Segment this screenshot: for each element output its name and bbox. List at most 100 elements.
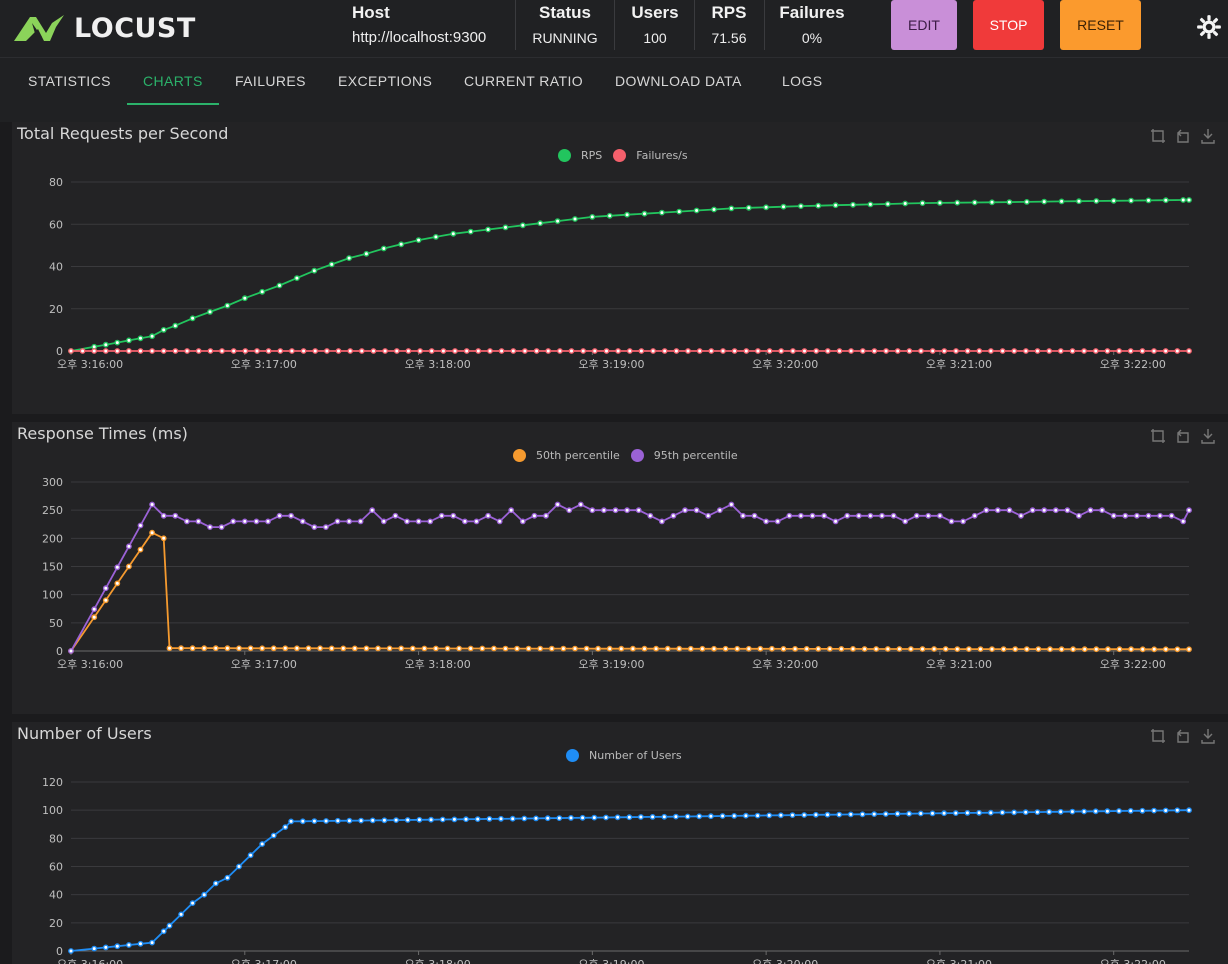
data-point bbox=[1174, 807, 1181, 814]
data-point bbox=[393, 348, 400, 354]
legend-item[interactable]: Number of Users bbox=[566, 749, 682, 762]
data-point bbox=[751, 512, 758, 519]
locust-logo[interactable]: LOCUST bbox=[12, 12, 196, 44]
data-point bbox=[496, 518, 503, 525]
data-point bbox=[612, 507, 619, 514]
data-point bbox=[1081, 646, 1088, 653]
data-point bbox=[606, 645, 613, 652]
data-point bbox=[259, 841, 266, 847]
data-point bbox=[160, 928, 167, 935]
data-point bbox=[172, 322, 179, 329]
chart-toolbox bbox=[1150, 428, 1216, 444]
data-point bbox=[1151, 646, 1158, 653]
data-point bbox=[801, 812, 808, 818]
locust-logo-icon bbox=[14, 14, 64, 41]
data-point bbox=[1006, 507, 1013, 514]
data-point bbox=[137, 348, 144, 354]
data-point bbox=[440, 348, 447, 354]
download-icon[interactable] bbox=[1200, 728, 1216, 744]
data-point bbox=[1104, 348, 1111, 354]
legend-dot bbox=[558, 149, 571, 162]
download-icon[interactable] bbox=[1200, 128, 1216, 144]
data-point bbox=[421, 645, 428, 652]
data-point bbox=[728, 205, 735, 212]
data-point bbox=[149, 939, 156, 946]
data-point bbox=[276, 512, 283, 519]
data-point bbox=[137, 522, 144, 529]
zoom-icon[interactable] bbox=[1150, 428, 1166, 444]
data-point bbox=[1145, 512, 1152, 519]
edit-button[interactable]: EDIT bbox=[891, 0, 957, 50]
data-point bbox=[861, 646, 868, 652]
data-point bbox=[386, 645, 393, 652]
tab-charts[interactable]: CHARTS bbox=[143, 73, 203, 89]
data-point bbox=[603, 348, 610, 354]
y-tick-label: 50 bbox=[49, 617, 63, 630]
theme-toggle-icon[interactable] bbox=[1196, 14, 1222, 40]
data-point bbox=[247, 645, 254, 652]
data-point bbox=[1104, 808, 1111, 815]
data-point bbox=[580, 348, 587, 354]
data-point bbox=[763, 204, 769, 211]
tab-logs[interactable]: LOGS bbox=[782, 73, 823, 89]
legend-item[interactable]: 50th percentile bbox=[513, 449, 620, 462]
chart-canvas[interactable]: 300 250 200 150 100 50 0오후 3:16:00 오후 3:17:00 오후… bbox=[12, 422, 1228, 714]
chart-canvas[interactable]: 120 100 80 60 40 20 0오후 3:16:00 오후 3:17:00 오후 3:… bbox=[12, 722, 1228, 964]
data-point bbox=[189, 645, 196, 652]
reset-button[interactable]: RESET bbox=[1060, 0, 1141, 50]
legend-dot bbox=[613, 149, 627, 162]
tab-failures[interactable]: FAILURES bbox=[235, 73, 306, 89]
data-point bbox=[589, 214, 596, 220]
data-point bbox=[178, 645, 185, 652]
rps-stat: RPS 71.56 bbox=[702, 3, 756, 47]
data-point bbox=[1058, 646, 1065, 653]
data-point bbox=[720, 348, 726, 354]
data-point bbox=[641, 645, 648, 652]
zoom-icon[interactable] bbox=[1150, 128, 1166, 144]
data-point bbox=[382, 348, 388, 354]
chart-canvas[interactable]: 80 60 40 20 0오후 3:16:00 오후 3:17:00 오후 3:18:00 오… bbox=[12, 122, 1228, 414]
data-point bbox=[475, 348, 482, 354]
data-point bbox=[650, 348, 656, 354]
data-point bbox=[519, 518, 526, 525]
y-tick-label: 120 bbox=[42, 776, 63, 789]
separator bbox=[614, 0, 615, 50]
data-point bbox=[1127, 808, 1134, 814]
data-point bbox=[743, 812, 749, 819]
x-tick-label: 오후 3:20:00 bbox=[752, 658, 818, 671]
x-tick-label: 오후 3:21:00 bbox=[926, 358, 992, 371]
restore-icon[interactable] bbox=[1175, 128, 1191, 144]
data-point bbox=[964, 810, 971, 816]
data-point bbox=[1186, 507, 1192, 514]
tab-exceptions[interactable]: EXCEPTIONS bbox=[338, 73, 433, 89]
restore-icon[interactable] bbox=[1175, 728, 1191, 744]
data-point bbox=[626, 814, 633, 821]
data-point bbox=[184, 348, 191, 354]
legend-item[interactable]: RPS bbox=[558, 149, 602, 162]
tab-statistics[interactable]: STATISTICS bbox=[28, 73, 111, 89]
data-point bbox=[1041, 198, 1048, 205]
restore-icon[interactable] bbox=[1175, 428, 1191, 444]
data-point bbox=[417, 348, 423, 354]
data-point bbox=[485, 226, 491, 233]
tab-current-ratio[interactable]: CURRENT RATIO bbox=[464, 73, 584, 89]
legend-item[interactable]: 95th percentile bbox=[630, 449, 738, 462]
data-point bbox=[1023, 199, 1030, 205]
data-point bbox=[556, 815, 563, 822]
data-point bbox=[1134, 512, 1140, 519]
stop-button[interactable]: STOP bbox=[973, 0, 1044, 50]
download-icon[interactable] bbox=[1200, 428, 1216, 444]
zoom-icon[interactable] bbox=[1150, 728, 1166, 744]
tab-download-data[interactable]: DOWNLOAD DATA bbox=[615, 73, 742, 89]
data-point bbox=[1180, 518, 1187, 525]
data-point bbox=[809, 512, 816, 519]
data-point bbox=[519, 222, 526, 229]
data-point bbox=[815, 202, 822, 209]
x-tick-label: 오후 3:21:00 bbox=[926, 958, 992, 964]
data-point bbox=[871, 811, 878, 818]
data-point bbox=[474, 816, 481, 823]
data-point bbox=[778, 348, 785, 354]
legend-item[interactable]: Failures/s bbox=[613, 149, 688, 162]
data-point bbox=[1029, 507, 1036, 514]
data-point bbox=[821, 512, 827, 519]
